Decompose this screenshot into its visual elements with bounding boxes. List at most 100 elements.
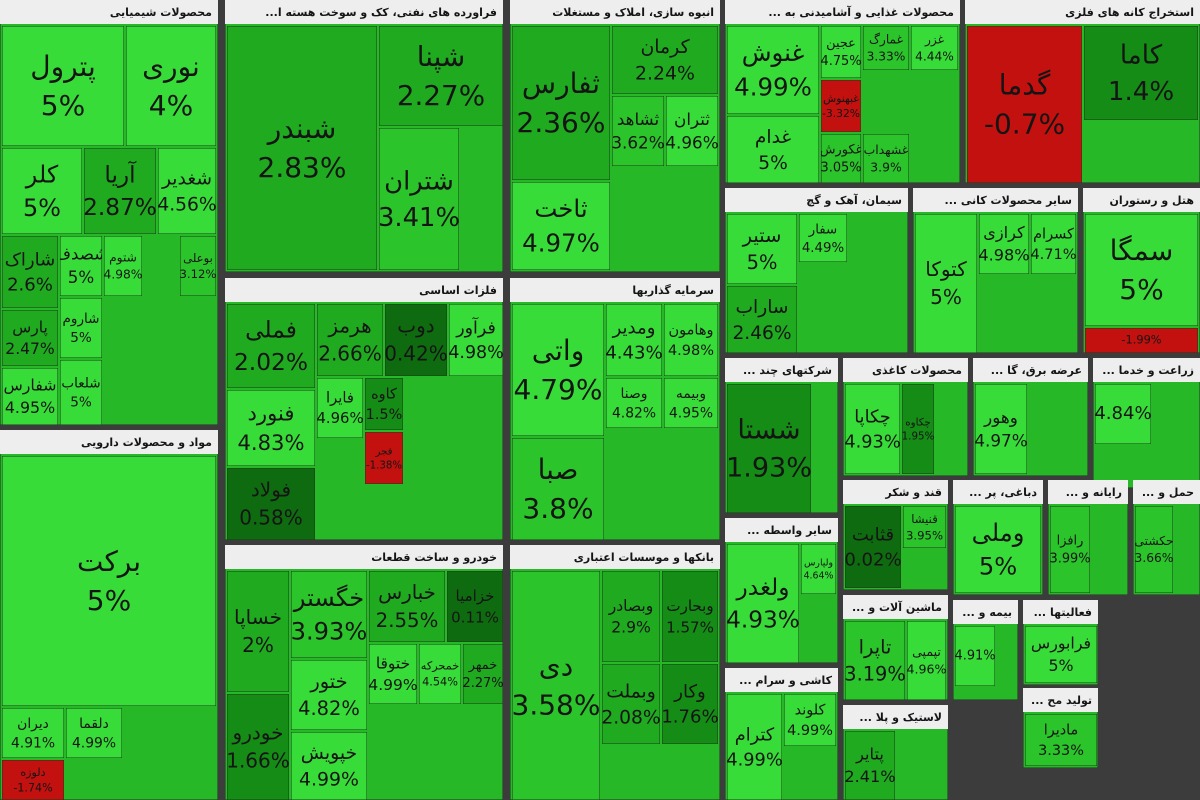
tile-value: 3.19% [844,663,905,686]
tile: غزر 4.44% [911,26,958,70]
tile-rect [385,304,447,376]
tile: غنوش 4.99% [727,26,819,114]
tile-label: دیران [17,716,49,732]
tile: شتوم 4.98% [104,236,142,296]
tile-rect [911,26,958,70]
tile-rect [512,304,604,436]
tile: وبحارت 1.57% [662,571,718,662]
tile-rect [727,544,799,663]
tile-value: 2.27% [463,676,504,691]
tile-label: کتوکا [925,257,967,281]
tile-value: 4.64% [804,571,834,582]
tile: 4.91% [955,626,995,686]
tile: آریا 2.87% [84,148,156,234]
tile-rect [447,571,503,642]
tile-value: 5% [23,194,61,222]
sector-title: انبوه سازی، املاک و مستغلات [552,6,714,19]
tile-value: 4.97% [522,228,600,257]
tile-label: شتوم [109,251,137,266]
tile: دلقما 4.99% [66,708,122,758]
tile-value: 4.93% [726,606,800,633]
tile-value: 2.27% [397,79,485,112]
tile-value: 4.96% [316,410,363,427]
sector-header [725,518,838,542]
tile-rect [2,456,216,706]
tile-label: واتی [532,334,584,367]
tile-label: خپویش [301,742,357,764]
sector-header [1083,188,1200,212]
tile-label: شصدف [54,245,108,264]
tile: ثتران 4.96% [666,96,718,166]
sector: ...فراورده های نفتی، کک و سوخت هسته ا شبن… [225,0,503,272]
tile-rect [369,571,445,642]
tile-value: 2.24% [635,63,695,85]
tile-value: 2.83% [258,151,347,184]
tile-label: کلر [25,160,59,188]
tile-value: 5% [747,251,778,274]
tile-value: 4.96% [907,661,947,676]
tile-label: سفار [808,222,837,237]
tile-rect [104,236,142,296]
tile-rect [2,708,64,758]
sector-title: ... لاستیک و پلا [859,711,942,724]
tile-value: 0.11% [451,608,499,626]
sector: ... فعالیتها فرابورس 5% [1023,600,1098,685]
tile: 4.84% [1095,384,1151,444]
tile-rect [512,571,600,800]
tile-rect [227,468,315,540]
sector-header [0,430,218,454]
tile: قثابت 0.02% [845,506,901,588]
tile-rect [227,694,289,800]
sector-header [843,705,948,729]
tile-label: مادیرا [1044,723,1079,739]
sector: بانکها و موسسات اعتباری دی 3.58% وبصادر 2.9%… [510,545,720,800]
tile-value: 5% [1119,273,1163,306]
tile-label: پتایر [855,745,884,765]
tile-label: شغدیر [161,168,212,189]
tile-value: 1.76% [661,707,718,728]
tile-rect [662,571,718,662]
tile: وبیمه 4.95% [664,378,718,428]
sector-title: سیمان، آهک و گچ [806,193,902,207]
sector: سرمایه گذاریها واتی 4.79% صبا 3.8% ومدیر 4.43%… [510,278,720,540]
sector-header [843,358,968,382]
tile: برکت 5% [2,456,216,706]
tile-rect [727,26,819,114]
tile: غدام 5% [727,116,819,183]
tile-label: هرمز [327,314,371,338]
tile-label: خمحرکه [421,660,459,674]
tile-value: 4.83% [237,430,304,455]
tile-value: 5% [70,395,92,411]
tile-label: شبندر [266,112,337,145]
tile-label: ستیر [742,224,782,247]
tile-value: 1.66% [226,749,290,773]
tile-label: گدما [999,68,1051,101]
tile-label: ثشاهد [617,109,660,129]
tile-label: نوری [142,50,200,83]
tile-label: غزر [924,33,945,48]
tile-rect [664,304,718,376]
tile-value: 5% [68,268,94,287]
tile-label: شستا [737,414,800,445]
tile-value: 2.41% [844,767,895,786]
sector-title: محصولات کاغذی [872,364,962,377]
tile: حکشتی 3.66% [1135,506,1173,593]
tile: کلوند 4.99% [784,694,836,746]
tile-label: شاراک [5,249,56,270]
sector-header [225,278,503,302]
tile: هرمز 2.66% [317,304,383,376]
tile: سمگا 5% [1085,214,1198,326]
tile-label: فولاد [251,478,291,502]
tile-value: 3.58% [512,689,601,722]
tile-label: وصنا [621,386,648,402]
tile-label: بوعلی [183,251,213,266]
tile-value: 2.55% [376,609,439,632]
sector-header [1093,358,1200,382]
tile-rect [227,304,315,388]
sector-title: ... تولید مح [1031,694,1092,707]
tile-rect [365,378,403,430]
tile-rect [612,96,664,166]
tile: فملی 2.02% [227,304,315,388]
tile: وبملت 2.08% [602,664,660,744]
tile-rect [821,80,861,132]
